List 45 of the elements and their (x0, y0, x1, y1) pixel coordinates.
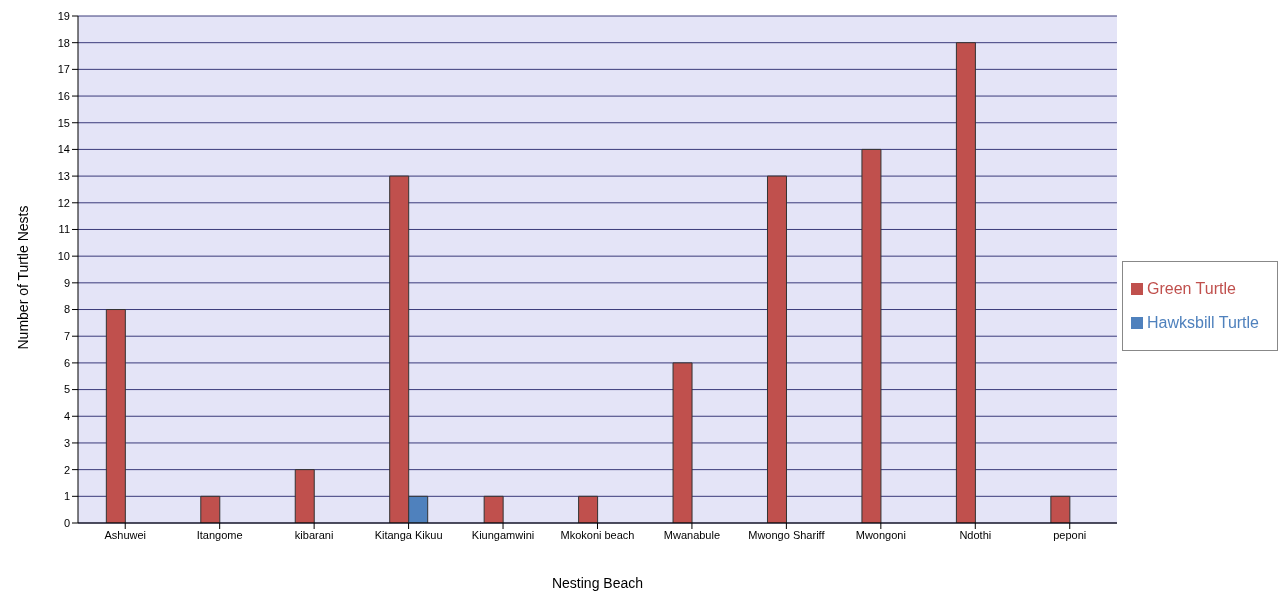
x-tick-label: Ndothi (959, 528, 992, 541)
x-tick-label: Mkokoni beach (560, 528, 635, 541)
x-tick-label: Ashuwei (104, 528, 147, 541)
y-tick-label: 15 (57, 116, 70, 129)
x-tick-label: Mwongoni (855, 528, 906, 541)
x-axis-title: Nesting Beach (551, 575, 644, 591)
y-tick-label: 3 (63, 436, 70, 449)
bar (105, 309, 126, 523)
y-tick-label: 10 (57, 250, 70, 263)
y-axis-title: Number of Turtle Nests (14, 205, 31, 350)
bar (955, 42, 976, 523)
bar (861, 148, 882, 523)
x-tick-label: Itangome (196, 528, 243, 541)
y-tick-label: 1 (63, 490, 70, 503)
bar (200, 495, 221, 523)
y-tick-label: 0 (63, 516, 70, 529)
bar (672, 362, 693, 523)
bar (767, 175, 787, 523)
y-tick-label: 17 (57, 63, 70, 76)
y-tick-label: 6 (63, 356, 70, 369)
x-tick-label: peponi (1053, 528, 1087, 541)
y-tick-label: 2 (63, 463, 70, 476)
x-tick-label: Mwanabule (663, 528, 721, 541)
y-tick-label: 8 (63, 303, 70, 316)
bar (578, 495, 599, 523)
x-tick-label: Mwongo Shariff (748, 528, 826, 541)
x-tick-label: Kitanga Kikuu (374, 528, 443, 541)
legend-label: Green Turtle (1146, 279, 1236, 297)
y-tick-label: 4 (63, 410, 70, 423)
y-tick-label: 18 (57, 36, 70, 49)
y-tick-label: 5 (63, 383, 70, 396)
x-tick-label: kibarani (294, 528, 334, 541)
y-tick-label: 12 (57, 196, 70, 209)
y-tick-label: 16 (57, 89, 70, 102)
y-tick-label: 14 (57, 143, 70, 156)
x-tick-label: Kiungamwini (471, 528, 535, 541)
bar (294, 469, 315, 523)
y-tick-label: 11 (58, 223, 70, 236)
bar (1050, 495, 1071, 523)
y-tick-label: 7 (63, 330, 70, 343)
y-tick-label: 9 (63, 276, 70, 289)
y-tick-label: 19 (57, 9, 70, 22)
y-tick-label: 13 (57, 170, 70, 183)
bar (483, 495, 504, 523)
legend-label: Hawksbill Turtle (1146, 313, 1259, 331)
